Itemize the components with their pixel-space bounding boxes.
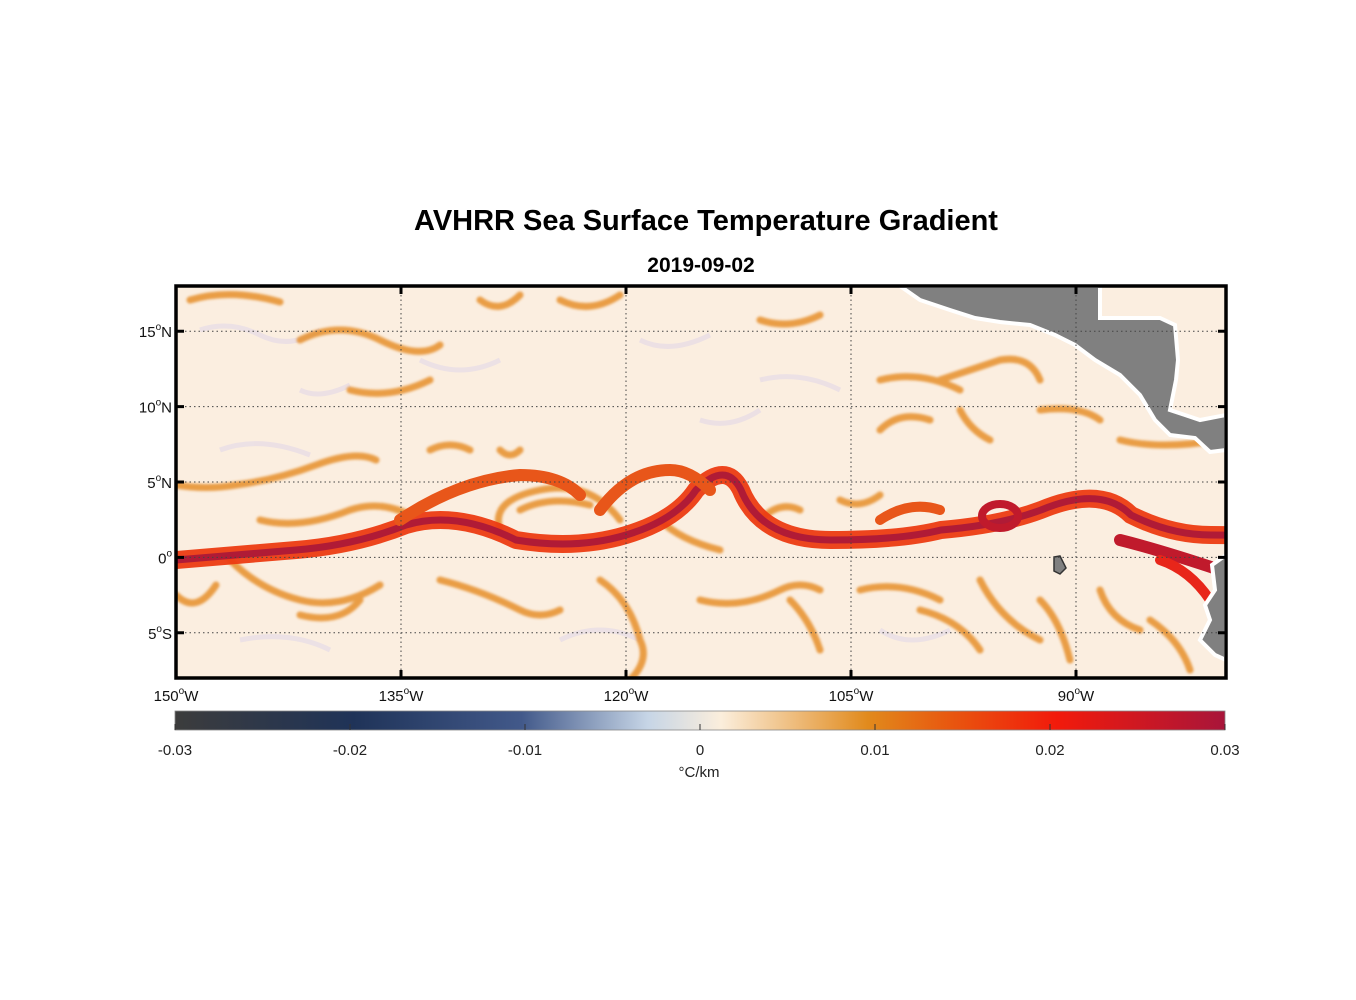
- colorbar-tick-label: 0.03: [1210, 742, 1239, 759]
- lat-tick-label: 0o: [158, 548, 172, 567]
- longitude-ticks: 150oW 135oW 120oW 105oW 90oW: [154, 286, 1095, 705]
- colorbar-tick-label: 0: [696, 742, 704, 759]
- equatorial-front: [176, 464, 1226, 605]
- map-title: AVHRR Sea Surface Temperature Gradient: [414, 205, 998, 237]
- colorbar-unit-label: °C/km: [678, 764, 720, 781]
- lon-tick-label: 120oW: [604, 686, 650, 705]
- lat-tick-label: 5oN: [147, 473, 172, 492]
- lat-tick-label: 5oS: [148, 624, 172, 643]
- lat-tick-label: 15oN: [139, 322, 172, 341]
- lon-tick-label: 135oW: [379, 686, 425, 705]
- map-date-subtitle: 2019-09-02: [647, 254, 755, 277]
- central-america-landmass: [896, 286, 1226, 455]
- lat-tick-label: 10oN: [139, 398, 172, 417]
- colorbar-ticks: -0.03 -0.02 -0.01 0 0.01 0.02 0.03: [158, 724, 1240, 759]
- sst-gradient-field: [176, 286, 1226, 678]
- galapagos-island: [1053, 555, 1067, 575]
- colorbar-tick-label: -0.01: [508, 742, 542, 759]
- colorbar-tick-label: -0.02: [333, 742, 367, 759]
- lon-tick-label: 90oW: [1058, 686, 1095, 705]
- colorbar-tick-label: 0.02: [1035, 742, 1064, 759]
- lon-tick-label: 150oW: [154, 686, 200, 705]
- colorbar-tick-label: -0.03: [158, 742, 192, 759]
- lon-tick-label: 105oW: [829, 686, 875, 705]
- colorbar-tick-label: 0.01: [860, 742, 889, 759]
- latitude-ticks: 15oN 10oN 5oN 0o 5oS: [139, 322, 1226, 643]
